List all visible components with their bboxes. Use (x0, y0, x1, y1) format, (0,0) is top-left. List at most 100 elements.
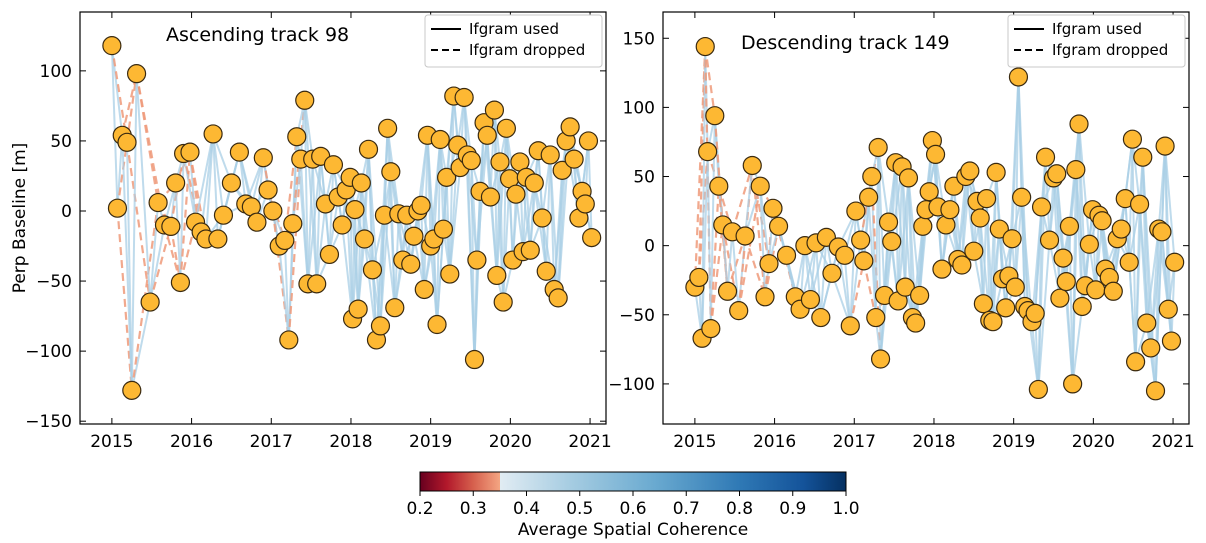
ifgram-used-link (904, 177, 910, 288)
acquisition-point (1035, 147, 1056, 167)
acquisition-point (1072, 296, 1092, 317)
ifgram-used-link (960, 170, 971, 266)
acquisition-point (536, 261, 556, 281)
colorbar-tick-label: 0.7 (673, 499, 700, 519)
acquisition-point (976, 189, 997, 209)
ifgram-used-link (311, 159, 318, 284)
acquisition-point (496, 118, 516, 138)
acquisition-point (1161, 331, 1182, 351)
ifgram-used-link (522, 177, 528, 252)
acquisition-point (996, 298, 1016, 318)
acquisition-point (166, 173, 186, 193)
acquisition-point (1063, 374, 1083, 394)
acquisition-point (1008, 67, 1029, 87)
acquisition-point (755, 287, 775, 307)
ascending-legend-dropped-label: Ifgram dropped (469, 41, 585, 59)
ifgram-used-link (182, 153, 197, 223)
acquisition-point (1053, 248, 1073, 268)
y-tick-label: 150 (623, 29, 655, 49)
acquisition-point (1050, 288, 1070, 308)
acquisition-point (717, 281, 738, 301)
colorbar-tick-label: 0.3 (460, 499, 487, 519)
acquisition-point (910, 285, 930, 306)
ifgram-used-link (135, 73, 152, 303)
ifgram-used-link (470, 160, 478, 261)
acquisition-point (862, 166, 882, 187)
acquisition-point (854, 251, 874, 271)
ifgram-used-link (179, 153, 185, 283)
ifgram-used-link (1078, 123, 1091, 245)
ifgram-used-link (448, 167, 462, 275)
acquisition-point (1111, 219, 1131, 239)
ifgram-used-link (1044, 157, 1051, 241)
acquisition-point (548, 288, 568, 308)
ifgram-used-link (315, 156, 322, 284)
descending-legend-used-label: Ifgram used (1052, 20, 1142, 38)
acquisition-point (705, 106, 725, 126)
acquisition-point (275, 230, 295, 251)
acquisition-point (689, 267, 709, 288)
ifgram-dropped-link (721, 224, 740, 311)
acquisition-point (506, 184, 526, 204)
acquisition-point (180, 142, 200, 162)
y-tick-label: −50 (36, 272, 72, 292)
ifgram-used-link (726, 231, 734, 292)
x-tick-label: 2017 (250, 432, 293, 452)
ascending-axis-ticks: 2015 2016 2017 2018 2019 2020 2021 −150 −100 −50 0… (25, 12, 612, 452)
acquisition-point (319, 244, 340, 265)
acquisition-point (467, 250, 487, 270)
ifgram-used-link (1071, 306, 1084, 385)
ifgram-dropped-link (163, 224, 182, 283)
acquisition-point (1152, 222, 1172, 242)
acquisition-point (221, 173, 242, 193)
ifgram-dropped-link (116, 208, 133, 391)
ifgram-used-link (149, 202, 160, 303)
ifgram-used-link (126, 142, 133, 391)
y-tick-label: −50 (619, 306, 655, 326)
acquisition-point (1103, 281, 1123, 301)
acquisition-point (1145, 381, 1166, 401)
y-tick-label: 100 (623, 98, 655, 118)
acquisition-point (358, 139, 379, 159)
ifgram-used-link (744, 165, 754, 237)
ifgram-used-link (815, 242, 822, 318)
acquisition-point (940, 200, 960, 220)
acquisition-point (1079, 234, 1099, 254)
acquisition-point (107, 198, 128, 218)
ifgram-used-link (130, 73, 138, 391)
acquisition-point (354, 229, 375, 249)
acquisition-point (575, 194, 595, 214)
ifgram-dropped-link (731, 165, 754, 233)
ifgram-used-link (283, 240, 290, 340)
colorbar-tick-label: 0.9 (779, 499, 806, 519)
acquisition-point (332, 215, 352, 235)
y-tick-label: 0 (61, 202, 72, 222)
acquisition-point (989, 219, 1009, 239)
acquisition-point (868, 137, 888, 158)
x-tick-label: 2017 (833, 432, 876, 452)
acquisition-point (870, 349, 891, 369)
acquisition-point (1122, 129, 1143, 149)
colorbar-tick-label: 1.0 (832, 499, 859, 519)
colorbar-tick-label: 0.8 (726, 499, 753, 519)
ifgram-dropped-link (125, 142, 152, 303)
acquisition-point (564, 149, 584, 169)
ascending-title: Ascending track 98 (166, 24, 349, 46)
acquisition-point (433, 219, 454, 239)
acquisition-point (983, 312, 1003, 332)
ifgram-dropped-link (287, 159, 302, 340)
ifgram-used-link (843, 255, 852, 326)
ifgram-dropped-link (693, 46, 707, 288)
acquisition-point (750, 176, 770, 196)
acquisition-point (1039, 230, 1060, 250)
acquisition-point (970, 208, 990, 228)
ifgram-used-link (849, 211, 857, 326)
descending-plot-frame (662, 11, 1190, 425)
ifgram-used-link (877, 147, 890, 223)
x-tick-label: 2018 (912, 432, 955, 452)
ascending-legend-used-label: Ifgram used (469, 20, 559, 38)
y-tick-label: 50 (633, 168, 655, 188)
acquisition-point (378, 118, 398, 138)
acquisition-point (1012, 187, 1032, 207)
